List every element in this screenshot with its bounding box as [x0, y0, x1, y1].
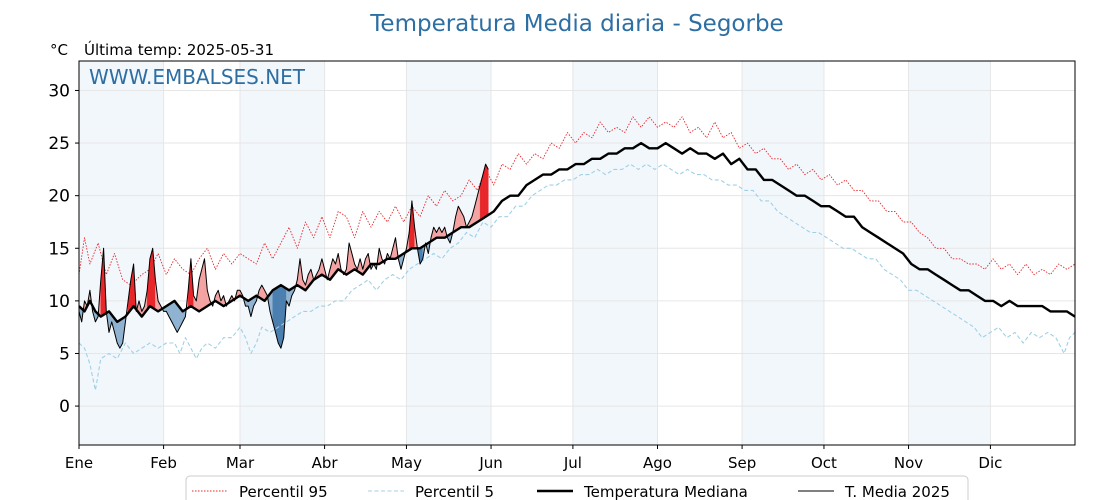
y-tick-label: 0: [59, 397, 70, 417]
x-tick-label: Dic: [978, 454, 1002, 472]
x-tick-label: Jul: [563, 454, 582, 472]
legend-label-p5: Percentil 5: [415, 483, 494, 500]
legend-label-p95: Percentil 95: [239, 483, 328, 500]
month-band: [742, 61, 824, 445]
x-tick-label: Feb: [150, 454, 177, 472]
x-tick-label: Nov: [894, 454, 923, 472]
x-tick-label: Jun: [478, 454, 502, 472]
month-band: [79, 61, 164, 445]
month-band: [239, 61, 325, 445]
y-tick-label: 5: [59, 344, 70, 364]
series-lines: [78, 116, 1076, 391]
x-tick-label: Ago: [643, 454, 672, 472]
legend-box: [185, 475, 969, 500]
legend-label-current: T. Media 2025: [844, 483, 950, 500]
x-tick-label: Oct: [811, 454, 837, 472]
x-tick-label: Ene: [65, 454, 93, 472]
month-band: [572, 61, 658, 445]
plot-frame: [78, 60, 1076, 446]
month-bands: [79, 61, 991, 445]
x-tick-label: Sep: [728, 454, 756, 472]
legend: Percentil 95 Percentil 5 Temperatura Media…: [185, 475, 969, 500]
series-line-p5: [78, 163, 1076, 391]
y-tick-label: 30: [48, 81, 70, 101]
legend-label-median: Temperatura Mediana: [583, 483, 748, 500]
chart-title: Temperatura Media diaria - Segorbe: [369, 11, 783, 37]
x-axis: Ene Feb Mar Abr May Jun Jul Ago Sep Oct Nov Dic: [65, 445, 1002, 472]
series-line-median: [78, 141, 1076, 324]
series-line-current: [78, 163, 489, 349]
x-tick-label: Abr: [312, 454, 339, 472]
unit-label: °C: [50, 41, 68, 59]
fill-below-median: [278, 284, 282, 349]
y-tick-label: 10: [48, 292, 70, 312]
watermark: WWW.EMBALSES.NET: [89, 65, 306, 89]
y-tick-label: 25: [48, 134, 70, 154]
x-tick-label: May: [391, 454, 422, 472]
y-axis: 0 5 10 15 20 25 30: [48, 81, 79, 417]
y-tick-label: 15: [48, 239, 70, 259]
last-temp-label: Última temp: 2025-05-31: [84, 40, 274, 59]
x-tick-label: Mar: [226, 454, 255, 472]
y-tick-label: 20: [48, 187, 70, 207]
month-band: [908, 61, 991, 445]
